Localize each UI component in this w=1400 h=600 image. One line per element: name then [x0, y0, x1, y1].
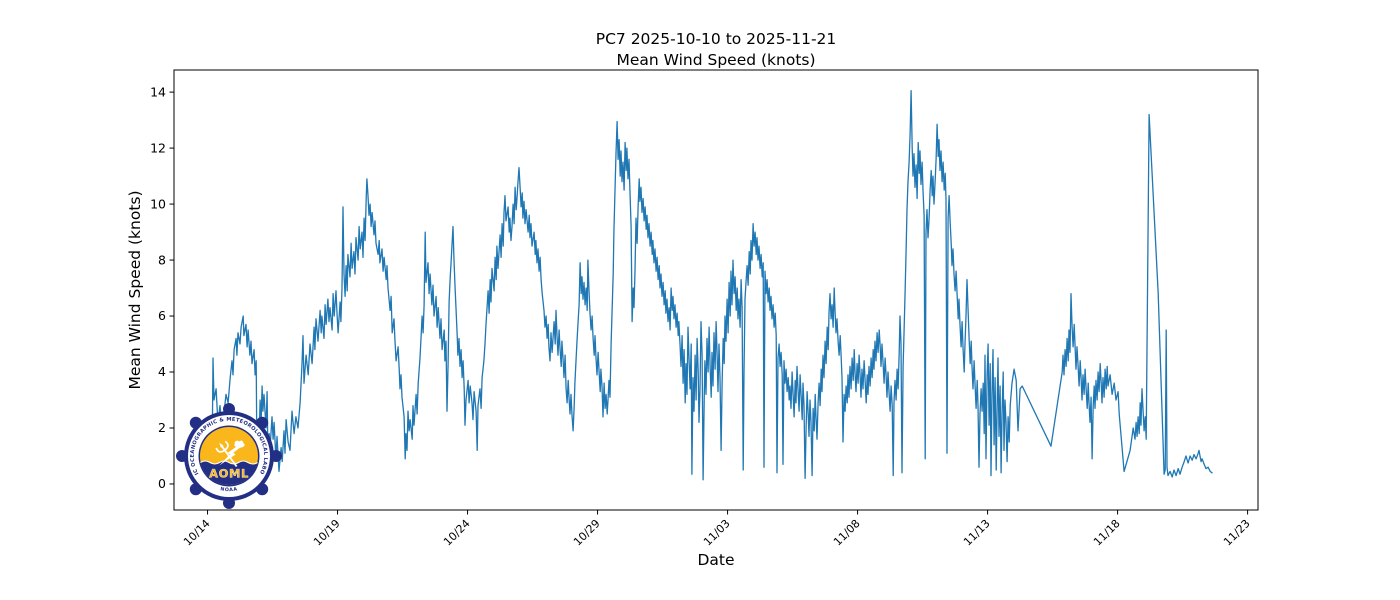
x-tick-label: 11/08 [831, 517, 863, 549]
wind-speed-line-series [211, 90, 1213, 481]
y-tick-label: 10 [150, 196, 166, 211]
y-tick-label: 4 [158, 364, 166, 379]
x-tick-label: 11/18 [1091, 517, 1123, 549]
plot-border [173, 69, 1259, 511]
x-tick-label: 10/14 [181, 517, 213, 549]
x-tick-label: 10/19 [311, 517, 343, 549]
aoml-logo: AOML ATLANTIC OCEANOGRAPHIC & METEOROLOG… [176, 403, 282, 509]
axes: 10/14 10/19 10/24 10/29 11/03 11/08 11/13 11/18… [150, 84, 1253, 548]
x-tick-label: 10/29 [571, 517, 603, 549]
x-tick-label: 11/13 [961, 517, 993, 549]
logo-acronym: AOML [209, 467, 249, 481]
x-tick-label: 11/03 [701, 517, 733, 549]
logo-noaa-text: NOAA [220, 486, 238, 493]
chart-title-line2: Mean Wind Speed (knots) [616, 51, 815, 69]
mean-wind-speed-line [211, 90, 1213, 481]
x-tick-label: 10/24 [441, 517, 473, 549]
y-tick-label: 12 [150, 140, 166, 155]
y-axis-label: Mean Wind Speed (knots) [126, 190, 144, 389]
y-tick-label: 2 [158, 420, 166, 435]
y-tick-label: 6 [158, 308, 166, 323]
cloud-icon [234, 440, 245, 448]
trident-icon [215, 440, 238, 468]
chart-title-line1: PC7 2025-10-10 to 2025-11-21 [596, 30, 837, 48]
x-axis-label: Date [697, 551, 734, 569]
x-tick-label: 11/23 [1221, 517, 1253, 549]
y-tick-label: 8 [158, 252, 166, 267]
y-tick-label: 0 [158, 476, 166, 491]
lightning-bolt-icon [219, 444, 241, 466]
logo-sea [200, 461, 258, 485]
logo-wave-line [200, 460, 258, 465]
y-tick-label: 14 [150, 84, 166, 99]
